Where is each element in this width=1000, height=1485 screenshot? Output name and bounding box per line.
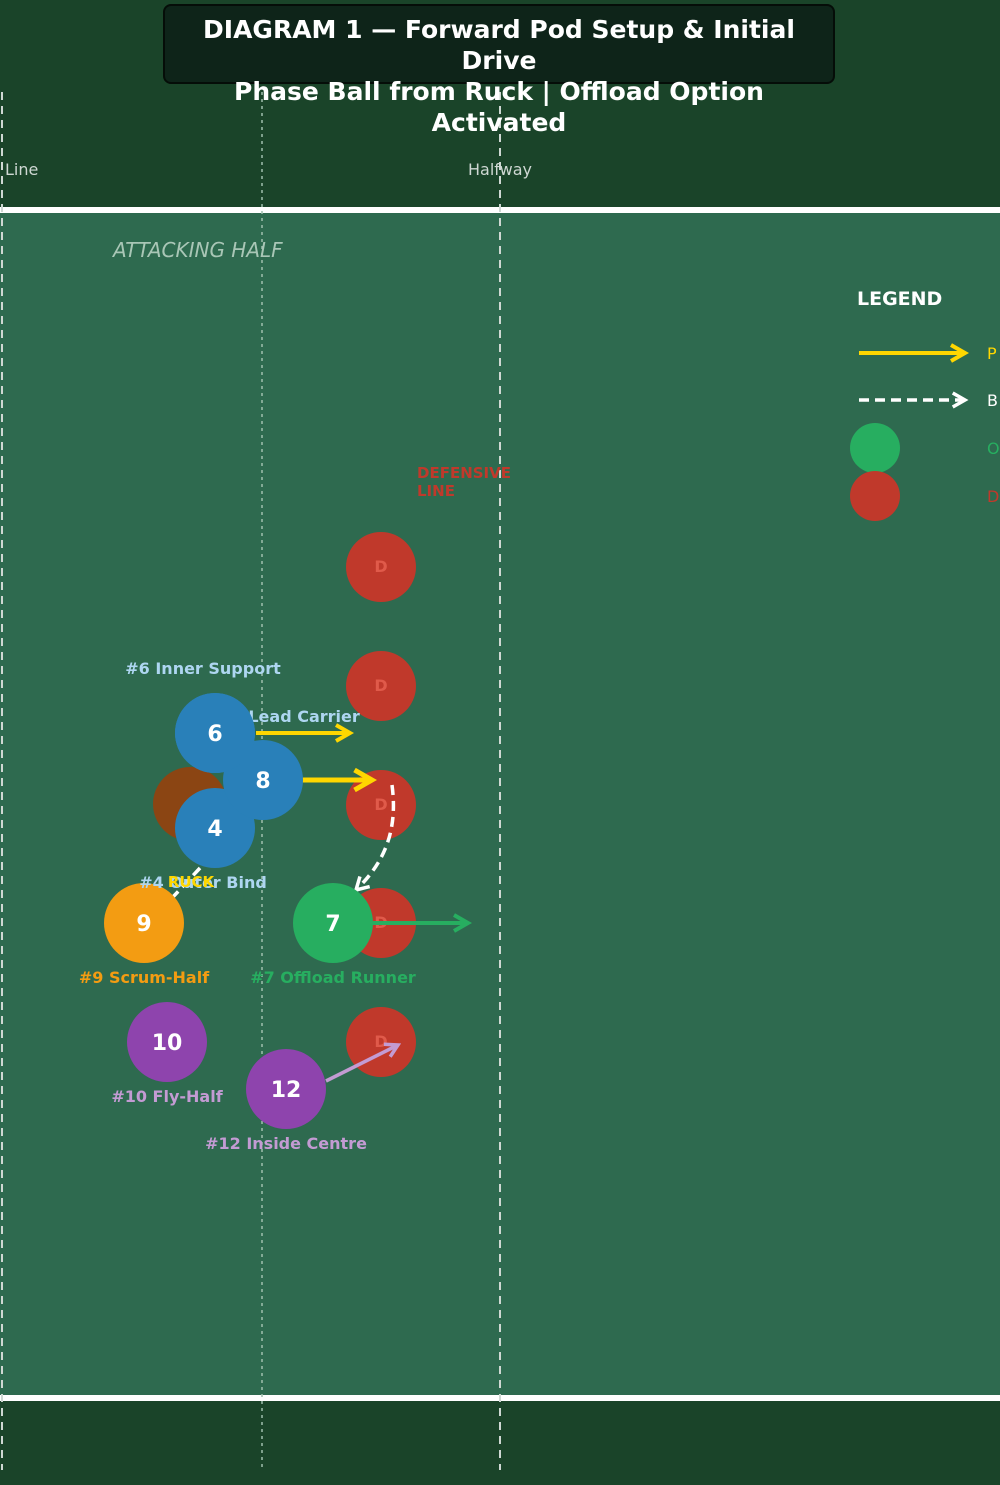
defender: D	[346, 532, 416, 602]
defensive-line-label-bottom: LINE	[417, 482, 455, 500]
legend-green-circle	[850, 423, 900, 473]
diagram-title: DIAGRAM 1 — Forward Pod Setup & Initial …	[163, 4, 835, 137]
player-8-label: #8 Lead Carrier	[218, 707, 360, 726]
player-9-label: #9 Scrum-Half	[79, 968, 210, 987]
player-4-label: #4 Outer Bind	[139, 873, 267, 892]
player-9[interactable]: 9	[104, 883, 184, 963]
title-line-1: DIAGRAM 1 — Forward Pod Setup & Initial …	[203, 15, 795, 75]
svg-text:D: D	[374, 1032, 387, 1051]
player-7-label: #7 Offload Runner	[250, 968, 416, 987]
halfway-label: Halfway	[468, 160, 532, 179]
player-6-label: #6 Inner Support	[125, 659, 281, 678]
offload-pass-arrow	[353, 784, 396, 893]
legend-item-pass: P	[987, 344, 997, 363]
svg-text:10: 10	[152, 1031, 183, 1056]
try-line-label: Line	[5, 160, 38, 179]
player-12[interactable]: 12	[246, 1049, 326, 1129]
player-7[interactable]: 7	[293, 883, 373, 963]
player-6-number: 6	[207, 722, 222, 747]
legend-item-defender: D	[987, 487, 999, 506]
svg-text:12: 12	[271, 1078, 302, 1103]
player-12-label: #12 Inside Centre	[205, 1134, 367, 1153]
player-6-overlay	[175, 693, 255, 773]
svg-text:7: 7	[325, 912, 340, 937]
defensive-line-label-top: DEFENSIVE	[417, 464, 511, 482]
legend-title: LEGEND	[857, 288, 942, 310]
legend-red-circle	[850, 471, 900, 521]
player-10-label: #10 Fly-Half	[111, 1087, 223, 1106]
legend-item-ball: B	[987, 391, 998, 410]
attacking-half-label: ATTACKING HALF	[111, 238, 283, 262]
svg-text:D: D	[374, 557, 387, 576]
player-10[interactable]: 10	[127, 1002, 207, 1082]
ruck-label: RUCK	[168, 873, 216, 891]
defender: D	[346, 651, 416, 721]
svg-text:D: D	[374, 676, 387, 695]
title-line-2: Phase Ball from Ruck | Offload Option Ac…	[234, 77, 764, 137]
run-arrow-12	[325, 1042, 402, 1083]
svg-text:8: 8	[255, 769, 270, 794]
svg-text:9: 9	[136, 912, 151, 937]
svg-text:4: 4	[207, 817, 222, 842]
svg-text:D: D	[374, 795, 387, 814]
ruck-pass-arrow	[170, 866, 202, 900]
legend-item-offload: O	[987, 439, 1000, 458]
